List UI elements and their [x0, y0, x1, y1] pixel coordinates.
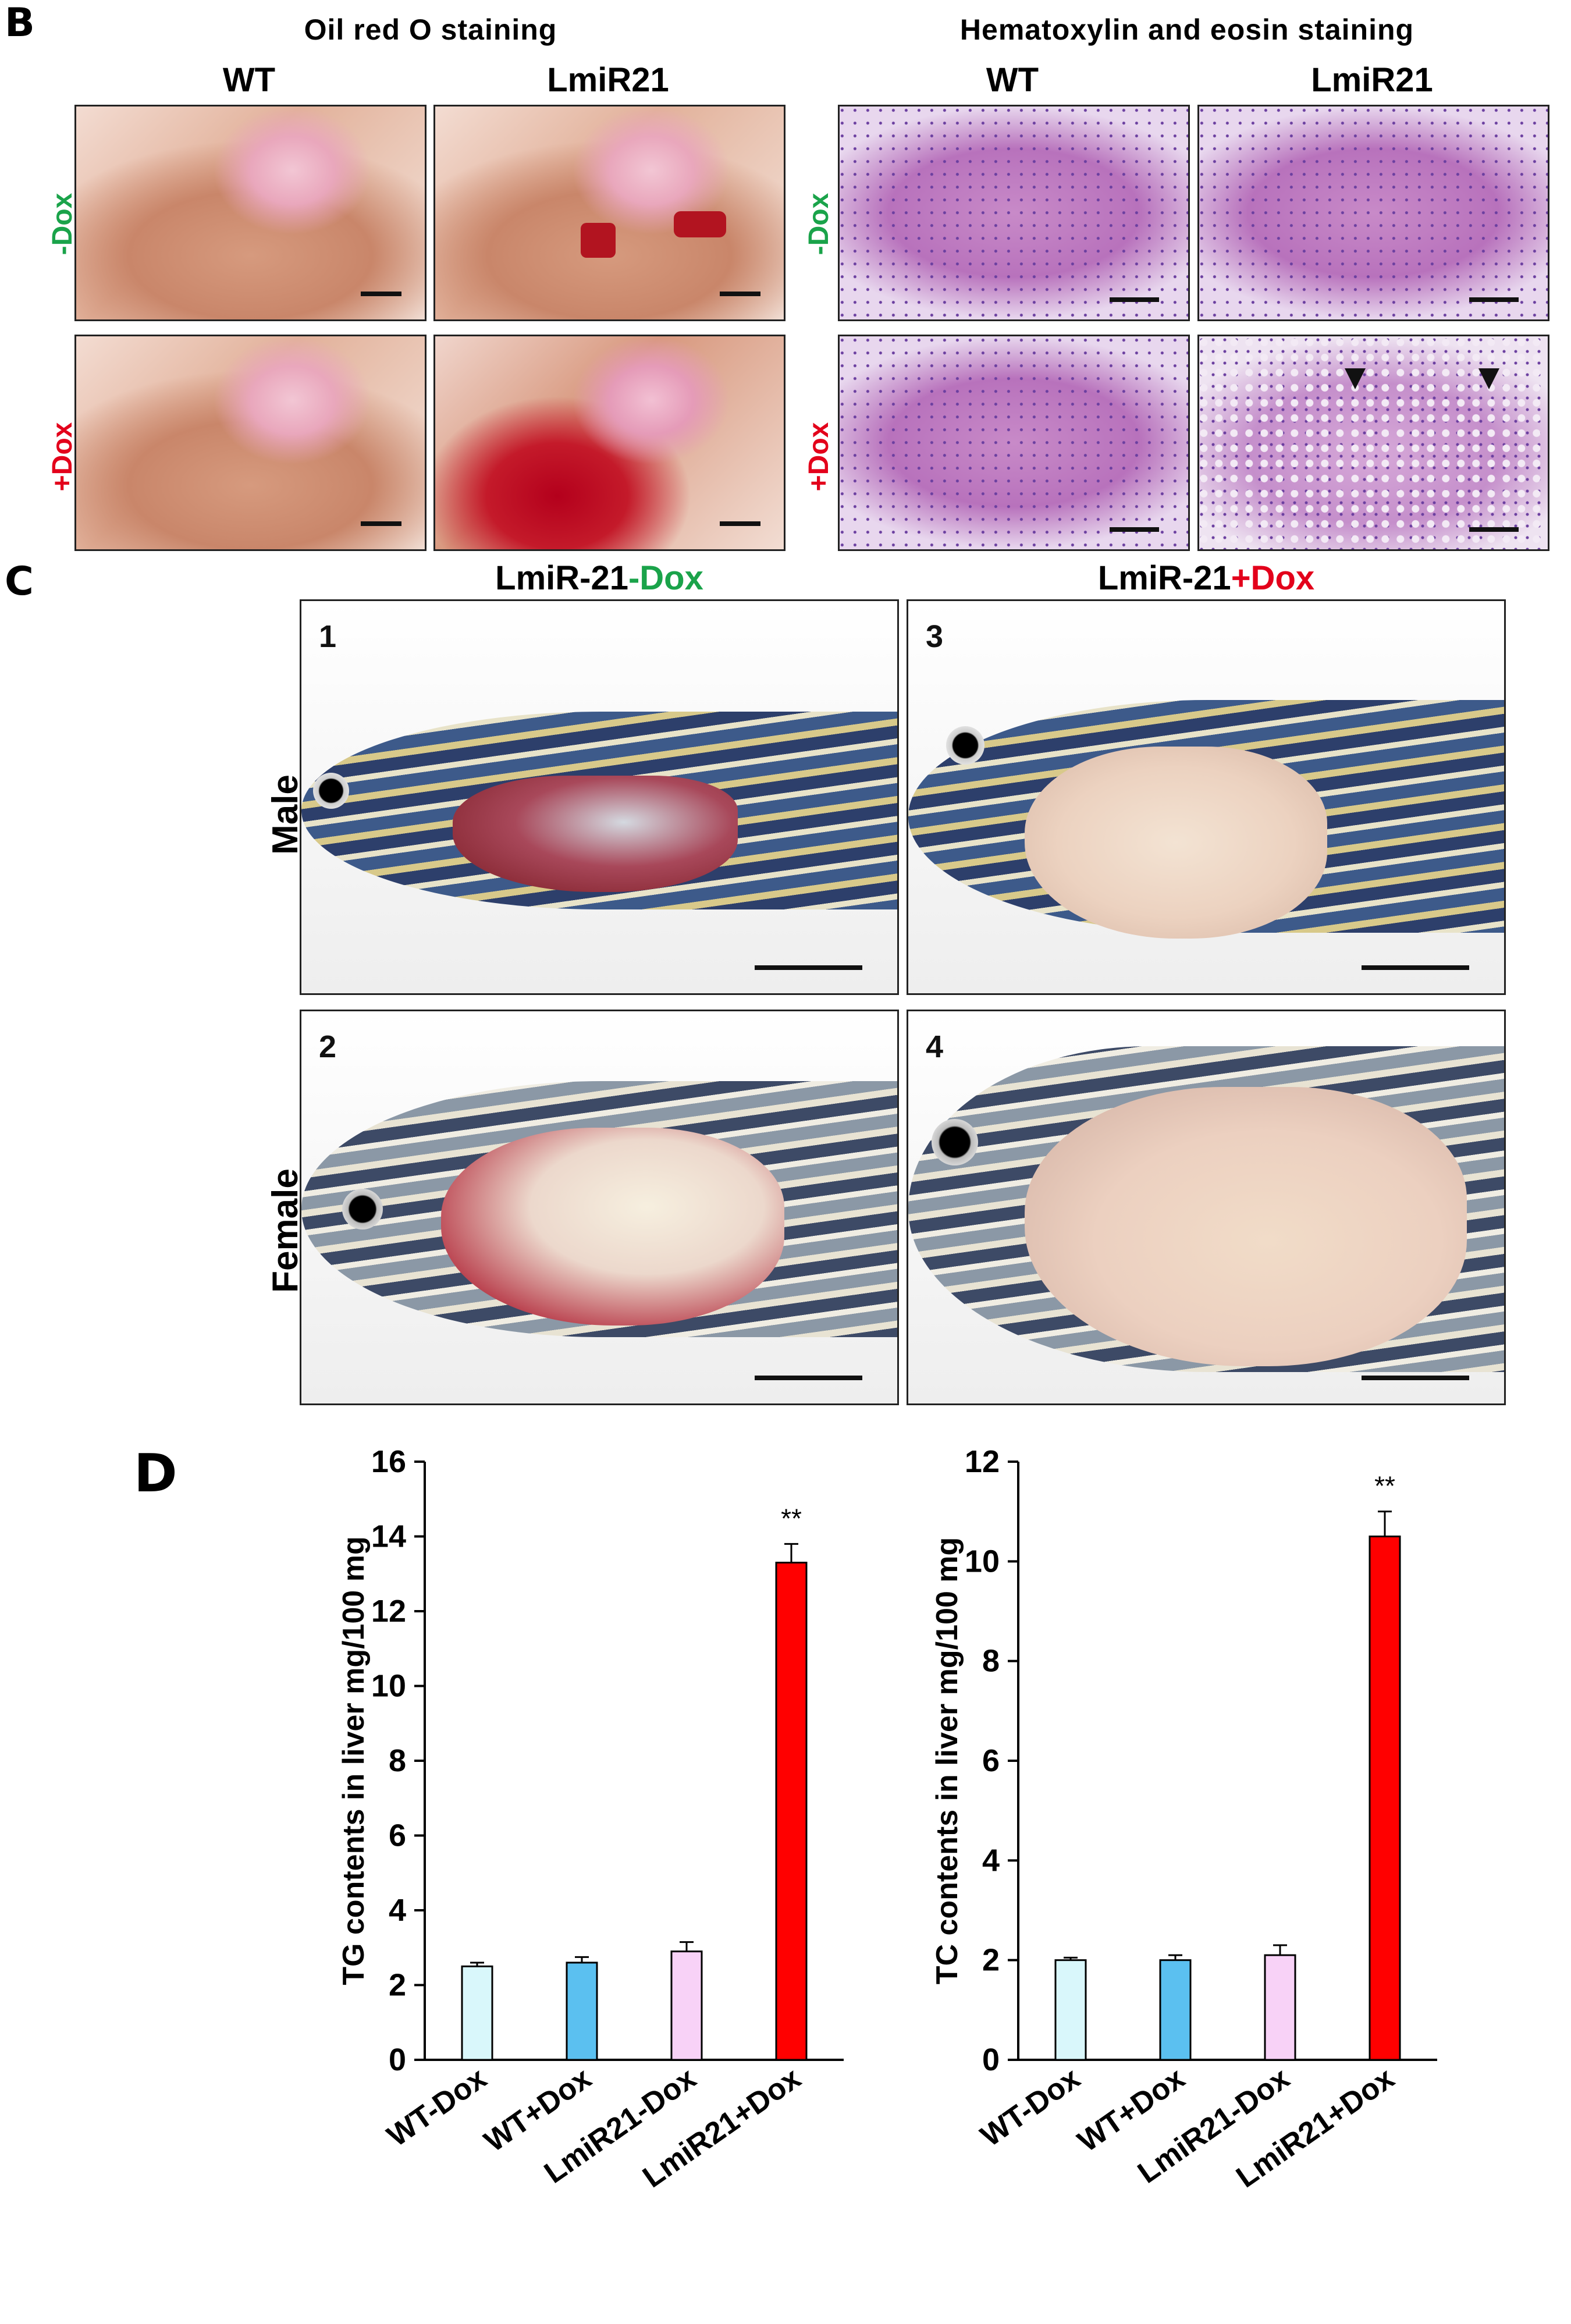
fish-eye [946, 726, 984, 765]
fish-eye [313, 773, 349, 809]
y-tick-label: 10 [371, 1669, 406, 1704]
head-right-prefix: LmiR-21 [1097, 559, 1231, 597]
he-row-plus-dox: +Dox [804, 422, 834, 492]
lipid-spot [674, 211, 726, 237]
tg-chart: 0 2 4 6 8 10 12 14 16 TG contents in liver mg/100… [337, 1444, 844, 2194]
significance-annotation: ** [781, 1503, 802, 1533]
scale-bar [1110, 297, 1159, 302]
y-tick-label: 0 [982, 2042, 1000, 2077]
scale-bar [361, 521, 401, 526]
y-tick-label: 4 [982, 1843, 1000, 1878]
fish-body-cavity [441, 1128, 784, 1326]
image-number: 4 [926, 1029, 944, 1064]
panel-b-letter: B [5, 0, 35, 46]
bar [566, 1961, 598, 2061]
he-row-minus-dox: -Dox [804, 193, 834, 255]
fish-male-plus-dox-image: 3 [907, 599, 1506, 995]
scale-bar [1469, 527, 1519, 532]
bar [461, 1965, 493, 2061]
panel-c-head-right: LmiR-21+Dox [907, 559, 1506, 598]
he-title: Hematoxylin and eosin staining [959, 13, 1414, 46]
oil-red-wt-plus-dox-image [74, 335, 426, 551]
fish-female-plus-dox-image: 4 [907, 1010, 1506, 1405]
y-tick-label: 8 [389, 1743, 406, 1778]
he-lmir-plus-dox-image [1197, 335, 1549, 551]
image-number: 3 [926, 619, 944, 654]
scale-bar [755, 1376, 862, 1380]
he-col-wt: WT [986, 61, 1039, 99]
y-tick-label: 12 [965, 1444, 1000, 1479]
fish-female-minus-dox-image: 2 [300, 1010, 899, 1405]
image-number: 1 [319, 619, 337, 654]
lipid-spot [581, 223, 616, 258]
scale-bar [1469, 297, 1519, 302]
significance-annotation: ** [1374, 1471, 1395, 1501]
oil-red-col-wt: WT [222, 61, 276, 99]
image-number: 2 [319, 1029, 337, 1064]
y-tick-label: 10 [965, 1544, 1000, 1579]
y-tick-label: 14 [371, 1519, 406, 1554]
scale-bar [1362, 965, 1469, 970]
arrowhead-icon [1345, 368, 1366, 389]
y-tick-label: 2 [982, 1943, 1000, 1978]
panel-d-letter: D [134, 1443, 177, 1504]
scale-bar [1110, 527, 1159, 532]
oil-red-lmir-minus-dox-image [433, 105, 786, 321]
panel-c-head-left: LmiR-21-Dox [300, 559, 899, 598]
bar [1054, 1959, 1087, 2061]
head-left-prefix: LmiR-21 [495, 559, 628, 597]
y-tick-label: 8 [982, 1644, 1000, 1679]
oil-red-wt-minus-dox-image [74, 105, 426, 321]
y-tick-label: 0 [389, 2042, 406, 2077]
scale-bar [755, 965, 862, 970]
panel-c-letter: C [5, 559, 34, 605]
bar [1264, 1954, 1296, 2061]
he-col-lmir: LmiR21 [1311, 61, 1433, 99]
bar [1369, 1536, 1401, 2061]
oil-red-lmir-plus-dox-image [433, 335, 786, 551]
y-tick-label: 2 [389, 1968, 406, 2003]
fish-eye [342, 1189, 383, 1229]
fish-eye [932, 1119, 978, 1165]
scale-bar [361, 292, 401, 296]
scale-bar [720, 292, 760, 296]
fish-body-cavity [1025, 1087, 1467, 1366]
fish-body-cavity [1025, 747, 1327, 939]
y-tick-label: 4 [389, 1893, 406, 1928]
he-wt-minus-dox-image [838, 105, 1190, 321]
he-lmir-minus-dox-image [1197, 105, 1549, 321]
fish-male-minus-dox-image: 1 [300, 599, 899, 995]
y-tick-label: 6 [982, 1743, 1000, 1778]
scale-bar [1362, 1376, 1469, 1380]
head-left-suffix: -Dox [628, 559, 703, 597]
oil-red-title: Oil red O staining [304, 13, 557, 46]
y-axis-label: TC contents in liver mg/100 mg [930, 1537, 964, 1985]
bar [1159, 1959, 1192, 2061]
fish-body-cavity [453, 776, 738, 892]
head-right-suffix: +Dox [1231, 559, 1315, 597]
bar [670, 1950, 703, 2061]
y-axis-label: TG contents in liver mg/100 mg [337, 1536, 371, 1985]
scale-bar [720, 521, 760, 526]
y-tick-label: 12 [371, 1594, 406, 1629]
arrowhead-icon [1478, 368, 1499, 389]
y-tick-label: 6 [389, 1818, 406, 1853]
y-tick-label: 16 [371, 1444, 406, 1479]
bar [775, 1561, 808, 2061]
oil-red-col-lmir: LmiR21 [547, 61, 669, 99]
he-wt-plus-dox-image [838, 335, 1190, 551]
